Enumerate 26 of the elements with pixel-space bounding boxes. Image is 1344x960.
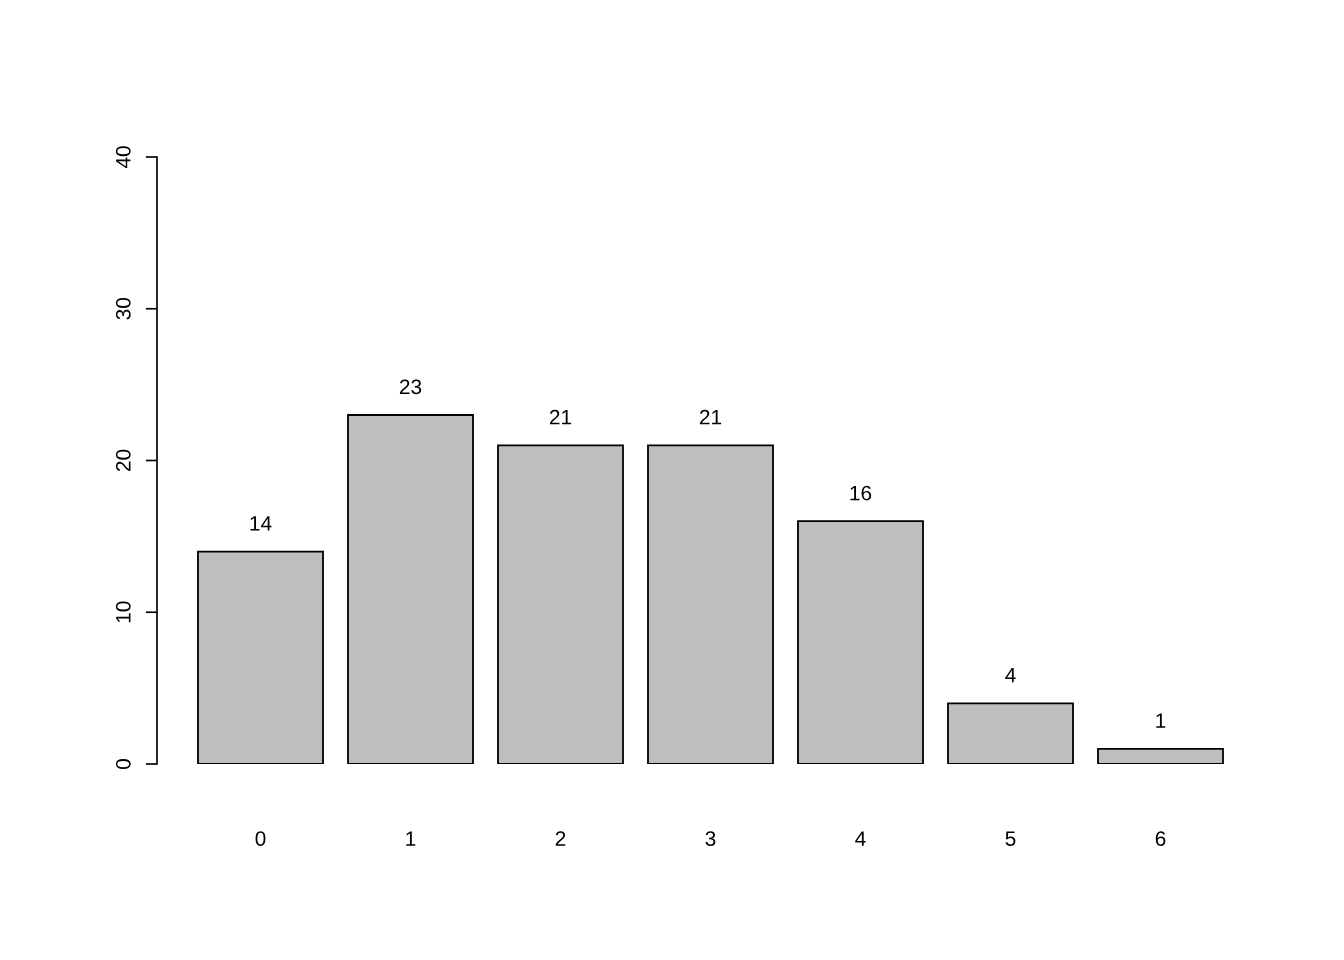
data-label: 4 [1005, 667, 1016, 683]
data-label: 21 [549, 409, 572, 425]
x-tick-label: 5 [1005, 831, 1016, 846]
bar [347, 414, 474, 764]
data-label: 21 [699, 409, 722, 425]
data-label: 14 [250, 516, 272, 531]
data-label: 23 [399, 379, 422, 395]
x-tick-label: 1 [406, 831, 416, 846]
bar [647, 444, 774, 764]
x-tick-label: 3 [705, 831, 716, 846]
bar [947, 702, 1074, 764]
x-tick-label: 2 [555, 831, 566, 846]
bar [197, 550, 324, 764]
y-tick-label: 30 [115, 297, 131, 320]
y-tick-label: 10 [115, 601, 131, 623]
data-label: 16 [850, 485, 872, 501]
data-label: 1 [1156, 713, 1166, 728]
y-tick-label: 0 [115, 759, 131, 769]
bar [497, 444, 624, 764]
y-tick-label: 20 [115, 449, 131, 472]
x-tick-label: 4 [855, 831, 866, 846]
x-tick-label: 0 [255, 831, 266, 846]
bar [1097, 747, 1224, 764]
y-tick-label: 40 [115, 146, 131, 169]
x-tick-label: 6 [1155, 831, 1166, 846]
bar [797, 520, 924, 764]
